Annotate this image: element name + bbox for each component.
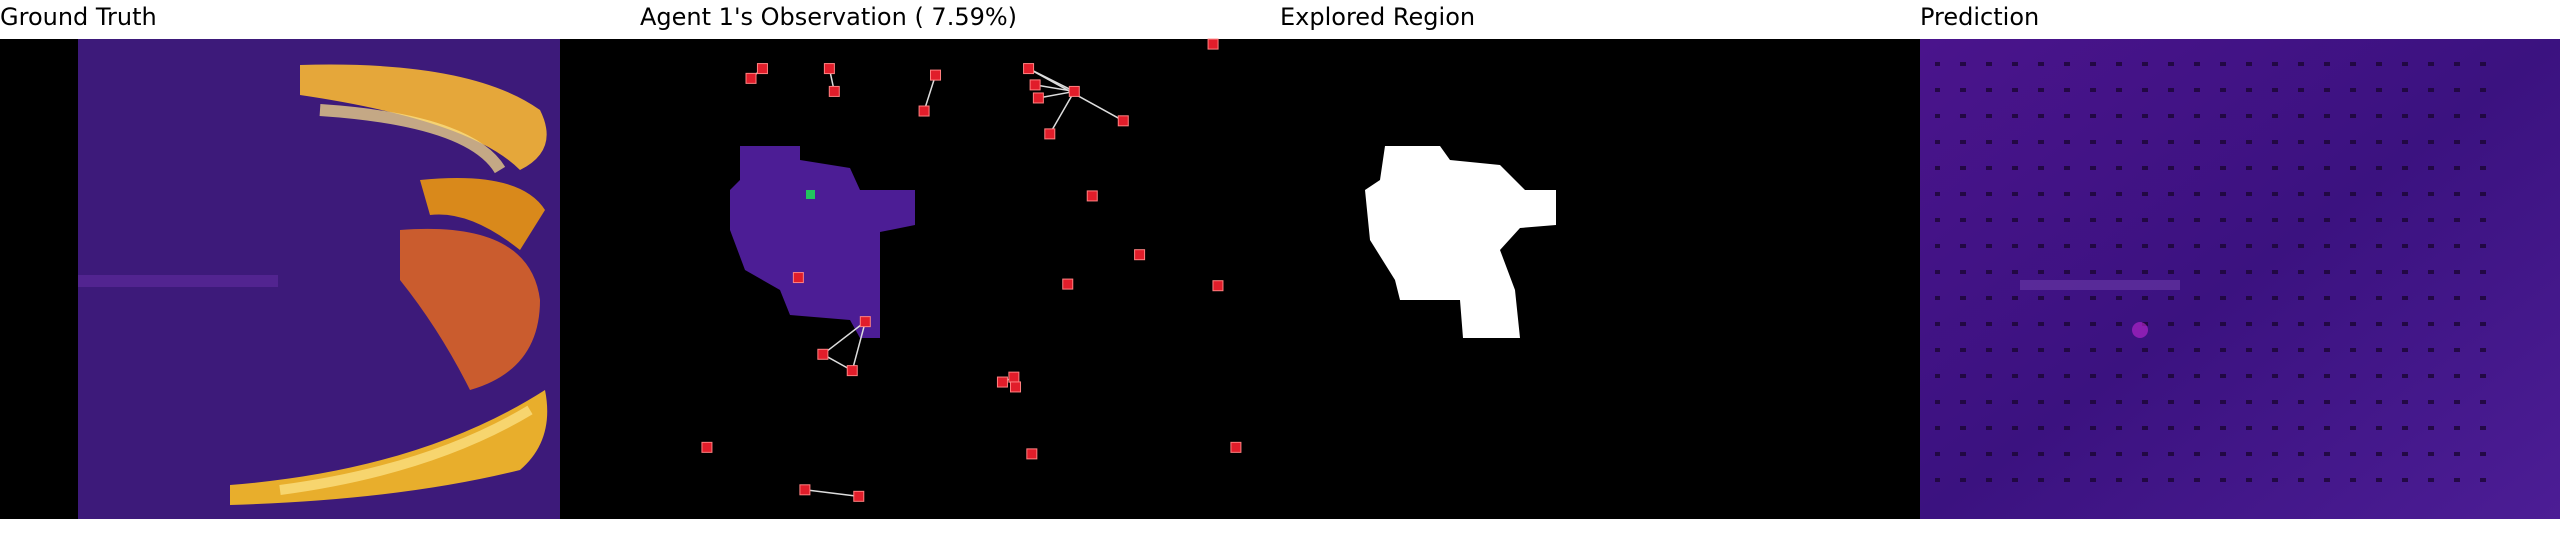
prediction-image	[1920, 39, 2560, 519]
agent-marker	[756, 63, 768, 75]
agent-marker	[1029, 79, 1041, 91]
agent-marker	[1207, 38, 1219, 50]
agent-marker	[1062, 278, 1074, 290]
agent-marker	[1044, 128, 1056, 140]
agent-marker	[1212, 280, 1224, 292]
link	[923, 74, 937, 112]
agent-marker	[1086, 190, 1098, 202]
agent-marker	[859, 316, 871, 328]
link	[851, 321, 867, 371]
agent-marker	[1230, 441, 1242, 453]
link	[1049, 91, 1075, 135]
agent-marker	[792, 272, 804, 284]
link	[1038, 90, 1075, 99]
agent-marker	[806, 190, 815, 199]
agent-marker	[1068, 85, 1080, 97]
agent-marker	[745, 72, 757, 84]
agent-marker	[817, 348, 829, 360]
agent-marker	[1026, 448, 1038, 460]
link	[804, 489, 859, 498]
panel-title: Agent 1's Observation ( 7.59%)	[640, 3, 1017, 31]
agent-marker	[1117, 115, 1129, 127]
agent-marker	[1134, 249, 1146, 261]
link	[822, 321, 866, 355]
agent-marker	[828, 85, 840, 97]
agent-marker	[918, 105, 930, 117]
agent-marker	[823, 63, 835, 75]
panel-title: Prediction	[1920, 3, 2039, 31]
ground-truth-image	[78, 39, 560, 519]
explored-region	[1365, 146, 1556, 338]
agent-marker	[853, 490, 865, 502]
agent-marker	[1010, 381, 1022, 393]
agent-marker	[1032, 92, 1044, 104]
panel-title: Ground Truth	[0, 3, 157, 31]
agent-marker	[930, 69, 942, 81]
agent-marker	[1023, 63, 1035, 75]
agent-marker	[996, 376, 1008, 388]
observation-map	[701, 38, 1242, 502]
agent-marker	[799, 484, 811, 496]
panel-title: Explored Region	[1280, 3, 1475, 31]
agent-marker	[701, 441, 713, 453]
agent-marker	[1008, 371, 1020, 383]
agent-marker	[846, 365, 858, 377]
